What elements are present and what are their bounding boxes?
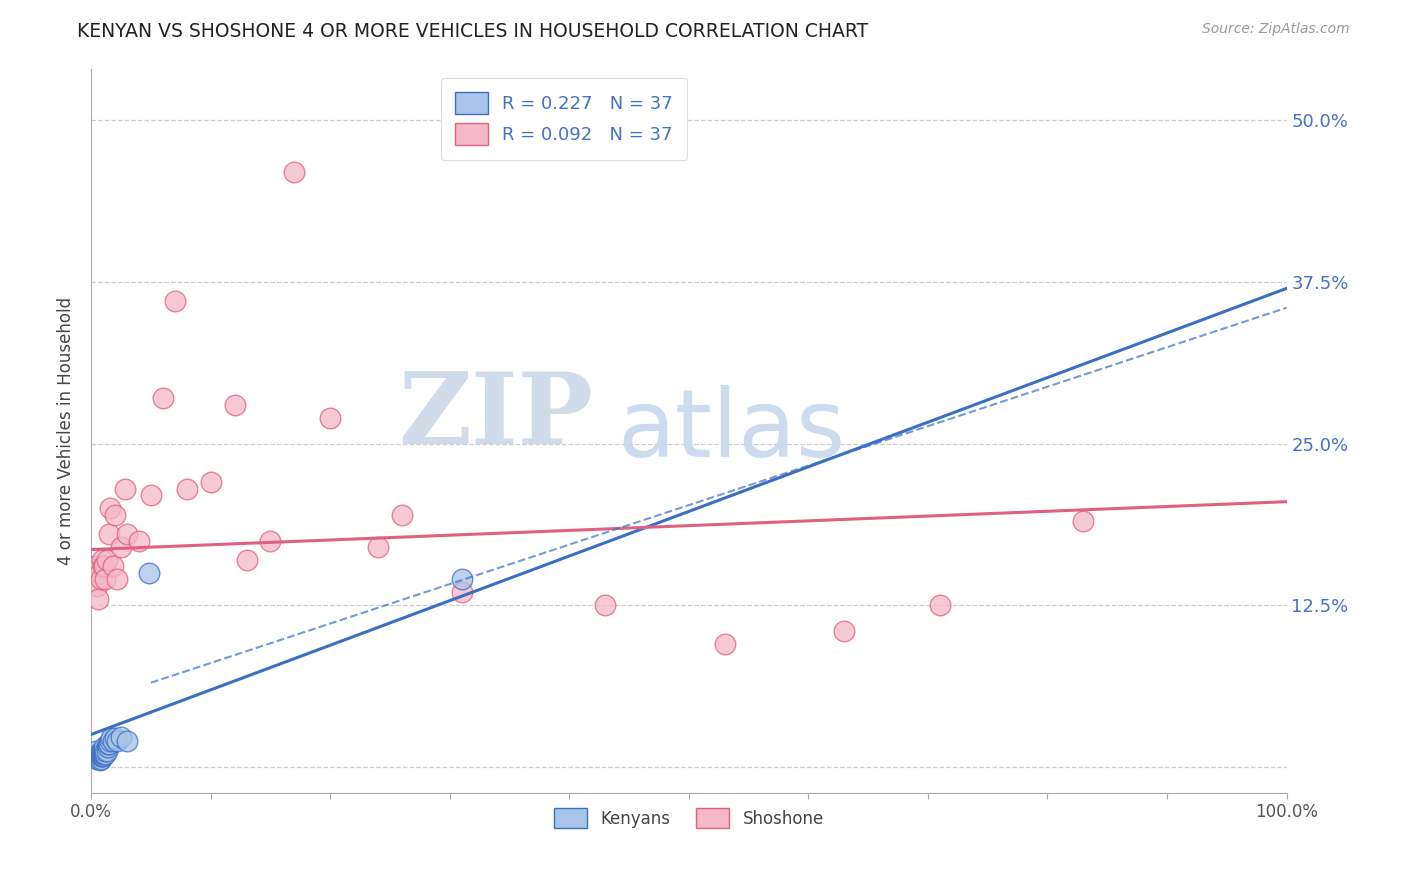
Point <box>319 410 342 425</box>
Point <box>98 501 121 516</box>
Point <box>593 598 616 612</box>
Text: atlas: atlas <box>617 384 845 476</box>
Point <box>97 737 120 751</box>
Point <box>90 744 112 758</box>
Point <box>114 482 136 496</box>
Point <box>152 391 174 405</box>
Point <box>89 749 111 764</box>
Point <box>91 744 114 758</box>
Point <box>283 165 305 179</box>
Point <box>450 585 472 599</box>
Point <box>1073 514 1095 528</box>
Point <box>110 730 132 744</box>
Point <box>96 740 118 755</box>
Text: KENYAN VS SHOSHONE 4 OR MORE VEHICLES IN HOUSEHOLD CORRELATION CHART: KENYAN VS SHOSHONE 4 OR MORE VEHICLES IN… <box>77 22 869 41</box>
Point <box>90 553 112 567</box>
Point <box>89 566 111 580</box>
Point <box>87 747 110 761</box>
Point <box>98 527 121 541</box>
Point <box>110 540 132 554</box>
Point <box>450 572 472 586</box>
Point <box>86 749 108 764</box>
Point <box>86 579 108 593</box>
Point <box>163 294 186 309</box>
Point <box>93 744 115 758</box>
Point <box>367 540 389 554</box>
Point <box>91 559 114 574</box>
Point <box>928 598 950 612</box>
Point <box>90 747 112 761</box>
Point <box>90 752 112 766</box>
Point <box>100 731 122 746</box>
Point <box>89 753 111 767</box>
Text: Source: ZipAtlas.com: Source: ZipAtlas.com <box>1202 22 1350 37</box>
Point <box>101 559 124 574</box>
Point <box>259 533 281 548</box>
Point <box>107 572 129 586</box>
Point <box>87 591 110 606</box>
Point <box>139 488 162 502</box>
Legend: Kenyans, Shoshone: Kenyans, Shoshone <box>547 801 831 835</box>
Text: ZIP: ZIP <box>398 368 593 465</box>
Point <box>101 734 124 748</box>
Y-axis label: 4 or more Vehicles in Household: 4 or more Vehicles in Household <box>58 296 75 565</box>
Point <box>713 637 735 651</box>
Point <box>104 508 127 522</box>
Point <box>94 572 117 586</box>
Point <box>83 747 105 761</box>
Point <box>83 559 105 574</box>
Point <box>91 747 114 761</box>
Point <box>84 744 107 758</box>
Point <box>115 734 138 748</box>
Point <box>98 737 121 751</box>
Point <box>94 747 117 761</box>
Point <box>235 553 257 567</box>
Point <box>93 747 115 761</box>
Point <box>200 475 222 490</box>
Point <box>90 747 112 761</box>
Point <box>96 553 118 567</box>
Point <box>90 749 112 764</box>
Point <box>86 752 108 766</box>
Point <box>89 747 111 761</box>
Point <box>90 749 112 764</box>
Point <box>138 566 160 580</box>
Point <box>97 740 120 755</box>
Point <box>98 734 121 748</box>
Point <box>96 744 118 758</box>
Point <box>90 572 112 586</box>
Point <box>224 398 246 412</box>
Point <box>176 482 198 496</box>
Point <box>115 527 138 541</box>
Point <box>104 731 127 746</box>
Point <box>94 744 117 758</box>
Point <box>832 624 855 638</box>
Point <box>391 508 413 522</box>
Point <box>91 749 114 764</box>
Point <box>87 749 110 764</box>
Point <box>93 740 115 755</box>
Point <box>107 734 129 748</box>
Point <box>93 559 115 574</box>
Point <box>128 533 150 548</box>
